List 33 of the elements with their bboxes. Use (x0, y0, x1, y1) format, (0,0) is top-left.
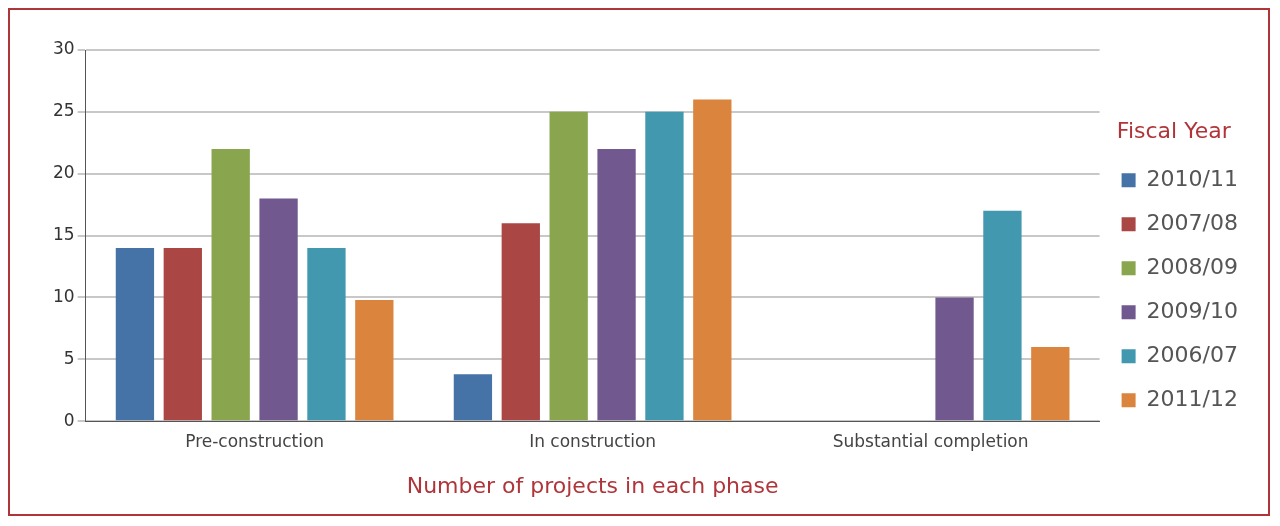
legend-label: 2006/07 (1146, 341, 1239, 367)
y-tick-label: 15 (52, 224, 75, 245)
bar (211, 148, 250, 421)
bar (983, 210, 1022, 421)
legend-label: 2009/10 (1146, 297, 1239, 323)
legend-label: 2011/12 (1146, 385, 1239, 411)
bar (115, 247, 155, 421)
bar (645, 111, 684, 421)
y-tick-label: 10 (52, 285, 75, 306)
legend-label: 2007/08 (1146, 209, 1239, 235)
bar (163, 247, 202, 421)
x-tick-label: Pre-construction (185, 430, 325, 451)
y-tick-label: 0 (63, 409, 75, 430)
bar (355, 299, 394, 421)
legend-title: Fiscal Year (1116, 117, 1232, 143)
bar (549, 111, 588, 421)
y-tick-label: 20 (52, 162, 75, 183)
bar (935, 297, 974, 421)
bar (501, 223, 540, 421)
y-tick-label: 5 (63, 347, 75, 368)
bar (693, 99, 732, 421)
x-axis-title: Number of projects in each phase (406, 472, 779, 498)
bar (307, 247, 346, 421)
x-tick-label: In construction (529, 430, 657, 451)
bar (1031, 346, 1070, 421)
bar (453, 374, 493, 421)
x-tick-label: Substantial completion (832, 430, 1029, 451)
y-tick-label: 30 (52, 38, 75, 59)
legend-label: 2008/09 (1146, 253, 1239, 279)
bar (597, 148, 636, 421)
legend-label: 2010/11 (1146, 165, 1239, 191)
bar (259, 198, 298, 421)
y-tick-label: 25 (52, 100, 75, 121)
